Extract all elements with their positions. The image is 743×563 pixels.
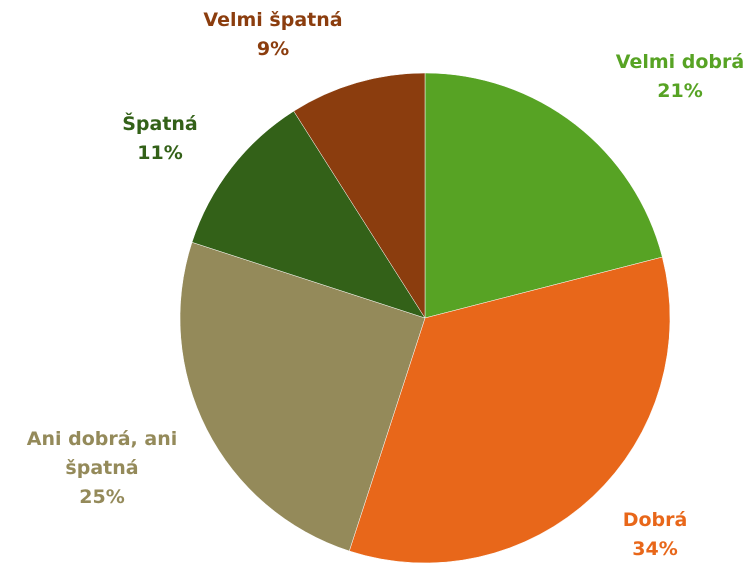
pie-slice: [191, 110, 426, 319]
value-label: 21%: [657, 80, 703, 102]
slice-label: Ani dobrá, ani špatná 25%: [2, 425, 202, 512]
pie-slice: [293, 72, 426, 319]
slice-label: Velmi dobrá 21%: [615, 48, 743, 106]
category-label: Dobrá: [622, 509, 688, 531]
value-label: 25%: [79, 486, 125, 508]
value-label: 11%: [137, 142, 183, 164]
category-label: Ani dobrá, ani špatná: [26, 428, 178, 479]
category-label: Velmi špatná: [203, 9, 343, 31]
value-label: 9%: [256, 38, 290, 60]
slice-label: Velmi špatná 9%: [188, 6, 358, 64]
category-label: Velmi dobrá: [615, 51, 743, 73]
slice-label: Špatná 11%: [100, 110, 220, 168]
slice-label: Dobrá 34%: [595, 506, 715, 563]
category-label: Špatná: [122, 113, 198, 135]
pie-slice: [424, 72, 663, 319]
value-label: 34%: [632, 538, 678, 560]
pie-slice: [179, 241, 426, 552]
